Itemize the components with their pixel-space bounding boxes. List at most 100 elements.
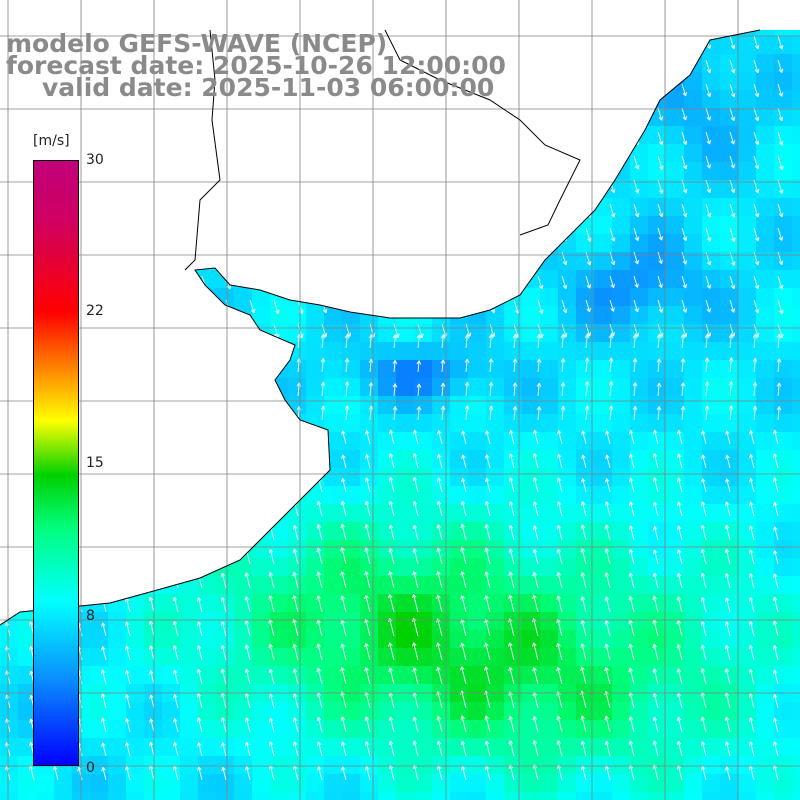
field-cell	[666, 522, 685, 541]
wind-arrow	[776, 333, 782, 349]
wind-arrow	[268, 572, 275, 589]
wind-arrow	[628, 667, 635, 685]
field-cell	[396, 774, 415, 793]
field-cell	[630, 522, 649, 541]
field-cell	[792, 720, 800, 739]
field-cell	[630, 306, 649, 325]
field-cell	[234, 630, 253, 649]
field-cell	[414, 630, 433, 649]
wind-arrow	[704, 357, 710, 373]
field-cell	[396, 360, 415, 379]
field-cell	[756, 270, 775, 289]
field-cell	[126, 666, 145, 685]
field-cell	[180, 756, 199, 775]
wind-arrow	[629, 453, 635, 469]
wind-arrow	[753, 83, 760, 98]
field-cell	[252, 756, 271, 775]
colorbar	[33, 160, 79, 766]
field-cell	[684, 594, 703, 613]
wind-arrow	[149, 694, 155, 709]
wind-arrow	[677, 429, 683, 445]
field-cell	[468, 774, 487, 793]
field-cell	[738, 378, 757, 397]
field-cell	[756, 414, 775, 433]
field-cell	[576, 468, 595, 487]
field-cell	[756, 162, 775, 181]
field-cell	[378, 396, 397, 415]
field-cell	[792, 54, 800, 73]
field-cell	[54, 774, 73, 793]
field-cell	[378, 486, 397, 505]
field-cell	[720, 126, 739, 145]
field-cell	[288, 630, 307, 649]
wind-arrow	[485, 430, 491, 445]
field-cell	[396, 738, 415, 757]
field-cell	[108, 666, 127, 685]
wind-arrow	[416, 406, 422, 421]
field-cell	[630, 396, 649, 415]
field-cell	[342, 738, 361, 757]
field-cell	[558, 486, 577, 505]
wind-arrow	[561, 299, 568, 314]
field-cell	[648, 612, 667, 631]
field-cell	[540, 648, 559, 667]
field-cell	[612, 630, 631, 649]
field-cell	[216, 792, 235, 800]
field-cell	[324, 414, 343, 433]
field-cell	[360, 558, 379, 577]
field-cell	[648, 180, 667, 199]
wind-arrow	[701, 765, 707, 781]
field-cell	[324, 648, 343, 667]
wind-arrow	[605, 454, 611, 469]
field-cell	[702, 756, 721, 775]
field-cell	[774, 30, 793, 37]
field-cell	[738, 54, 757, 73]
field-cell	[468, 504, 487, 523]
wind-arrow	[268, 693, 275, 709]
wind-arrow	[364, 741, 371, 757]
wind-arrow	[532, 716, 539, 733]
wind-arrow	[557, 453, 563, 469]
field-cell	[414, 792, 433, 800]
field-cell	[270, 792, 289, 800]
wind-arrow	[436, 500, 443, 517]
wind-arrow	[556, 571, 563, 589]
wind-arrow	[484, 595, 491, 613]
wind-arrow	[681, 251, 688, 265]
field-cell	[774, 414, 793, 433]
field-cell	[558, 270, 577, 289]
field-cell	[450, 774, 469, 793]
field-cell	[540, 756, 559, 775]
field-cell	[594, 252, 613, 271]
field-cell	[468, 396, 487, 415]
wind-arrow	[556, 525, 563, 541]
field-cell	[702, 324, 721, 343]
field-cell	[540, 720, 559, 739]
wind-arrow	[700, 548, 707, 565]
wind-arrow	[753, 107, 760, 122]
field-cell	[594, 630, 613, 649]
field-cell	[558, 504, 577, 523]
wind-arrow	[196, 668, 203, 685]
wind-arrow	[585, 275, 592, 289]
wind-arrow	[705, 323, 712, 337]
wind-arrow	[701, 454, 707, 469]
field-cell	[612, 360, 631, 379]
field-cell	[486, 576, 505, 595]
field-cell	[414, 666, 433, 685]
field-cell	[684, 162, 703, 181]
field-cell	[648, 126, 667, 145]
field-cell	[792, 612, 800, 631]
field-cell	[378, 612, 397, 631]
field-cell	[576, 738, 595, 757]
wind-arrow	[724, 524, 731, 541]
wind-arrow	[416, 383, 422, 397]
wind-arrow	[604, 666, 611, 685]
wind-arrow	[560, 405, 566, 421]
wind-arrow	[604, 501, 611, 517]
field-cell	[684, 738, 703, 757]
wind-arrow	[777, 107, 784, 122]
field-cell	[450, 378, 469, 397]
wind-arrow	[676, 716, 683, 733]
wind-arrow	[364, 547, 371, 565]
